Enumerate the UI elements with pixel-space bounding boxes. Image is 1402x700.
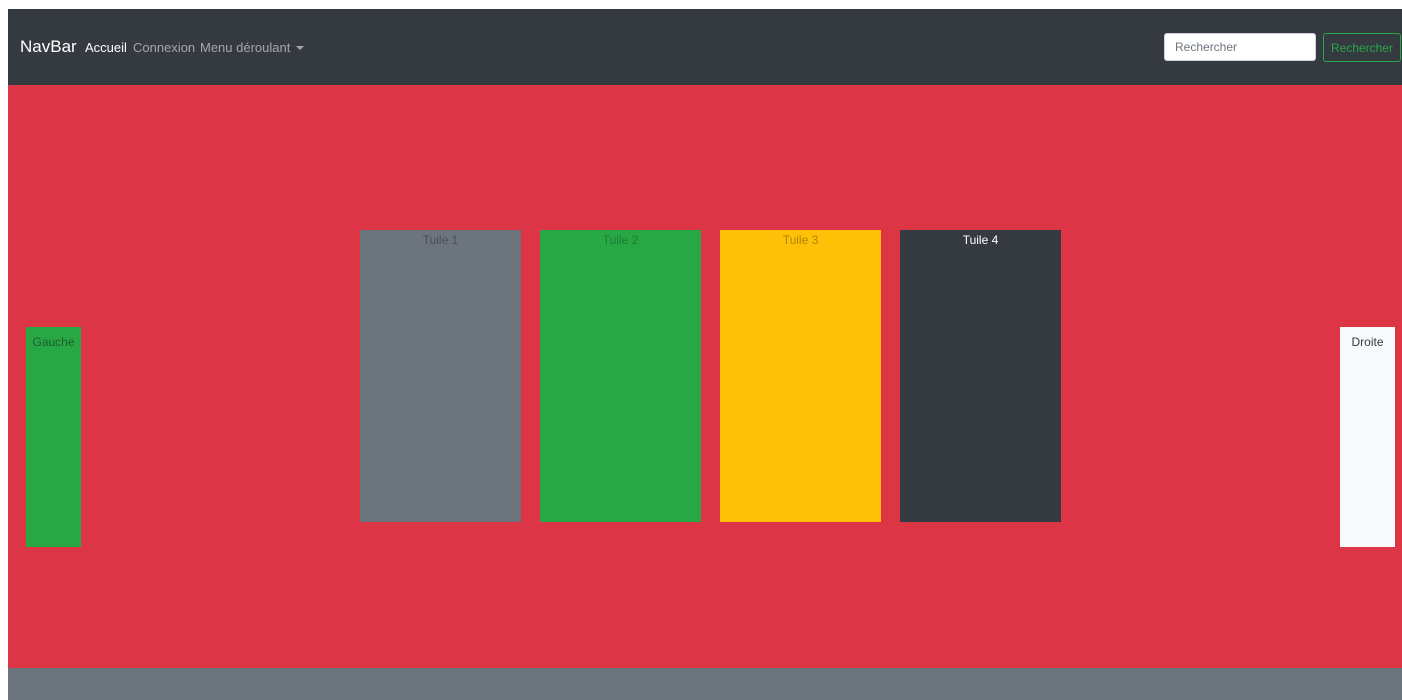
right-panel: Droite	[1340, 327, 1395, 547]
right-panel-label: Droite	[1351, 335, 1384, 349]
tile-2: Tuile 2	[540, 230, 701, 522]
tile-1: Tuile 1	[360, 230, 521, 522]
footer	[8, 668, 1402, 700]
tile-label: Tuile 3	[782, 233, 819, 247]
tile-3: Tuile 3	[720, 230, 881, 522]
page-frame: NavBar Accueil Connexion Menu déroulant …	[8, 9, 1402, 700]
tile-4: Tuile 4	[900, 230, 1061, 522]
tile-label: Tuile 4	[962, 233, 999, 247]
navbar: NavBar Accueil Connexion Menu déroulant …	[8, 9, 1402, 85]
left-panel-label: Gauche	[32, 335, 75, 349]
tile-label: Tuile 1	[422, 233, 459, 247]
nav-dropdown-label: Menu déroulant	[200, 40, 291, 55]
search-input[interactable]	[1164, 33, 1316, 61]
nav-dropdown-toggle[interactable]: Menu déroulant	[200, 40, 305, 55]
nav-link-connexion[interactable]: Connexion	[133, 40, 196, 55]
search-button[interactable]: Rechercher	[1323, 33, 1401, 62]
caret-down-icon	[296, 46, 305, 50]
left-panel: Gauche	[26, 327, 81, 547]
nav-link-accueil[interactable]: Accueil	[85, 40, 127, 55]
tile-label: Tuile 2	[602, 233, 639, 247]
navbar-brand[interactable]: NavBar	[20, 37, 77, 56]
main-content: Gauche Tuile 1 Tuile 2 Tuile 3 Tuile 4 D…	[8, 85, 1402, 668]
